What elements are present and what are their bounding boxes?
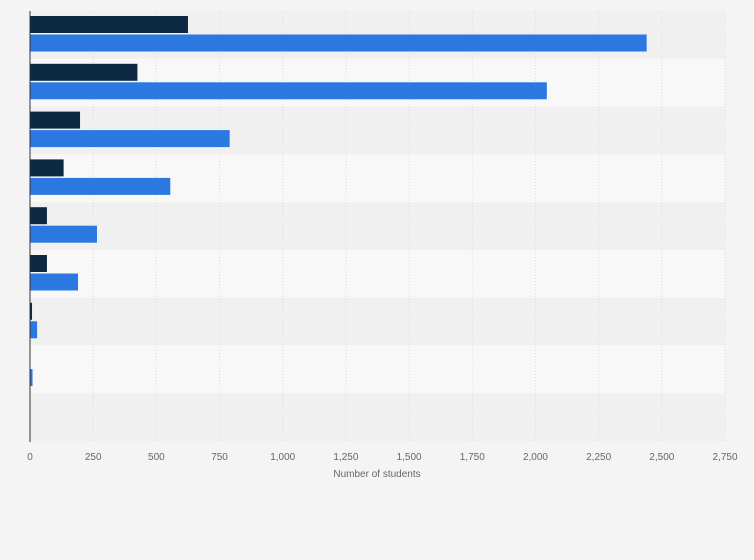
bar	[30, 255, 47, 272]
bar	[30, 34, 647, 52]
category-bands	[30, 11, 725, 442]
bar	[30, 273, 79, 291]
x-tick-label: 0	[27, 452, 33, 463]
bar	[30, 82, 547, 100]
x-axis-ticks: 0 250 500 750 1,000 1,250 1,500 1,750 2,000 2,250…	[27, 452, 738, 463]
x-tick-label: 1,000	[270, 452, 295, 463]
bar	[30, 225, 97, 243]
bar	[30, 111, 81, 129]
bar	[30, 321, 38, 339]
x-tick-label: 1,750	[460, 452, 485, 463]
category-band	[30, 297, 725, 346]
bars	[30, 16, 647, 387]
category-band	[30, 345, 725, 394]
category-band	[30, 393, 725, 442]
x-tick-label: 2,750	[712, 452, 737, 463]
bar	[30, 130, 230, 148]
bar	[30, 159, 64, 177]
x-tick-label: 2,250	[586, 452, 611, 463]
category-band	[30, 250, 725, 298]
bar	[30, 63, 138, 81]
x-axis-title: Number of students	[333, 469, 420, 480]
category-band	[30, 202, 725, 250]
x-tick-label: 1,500	[397, 452, 422, 463]
x-tick-label: 1,250	[333, 452, 358, 463]
bar	[30, 177, 171, 195]
x-tick-label: 250	[85, 452, 102, 463]
x-tick-label: 2,000	[523, 452, 548, 463]
bar	[30, 369, 33, 387]
bar	[30, 207, 47, 225]
x-tick-label: 2,500	[649, 452, 674, 463]
x-tick-label: 500	[148, 452, 165, 463]
x-tick-label: 750	[211, 452, 228, 463]
bar	[30, 16, 188, 33]
bar	[30, 302, 33, 320]
